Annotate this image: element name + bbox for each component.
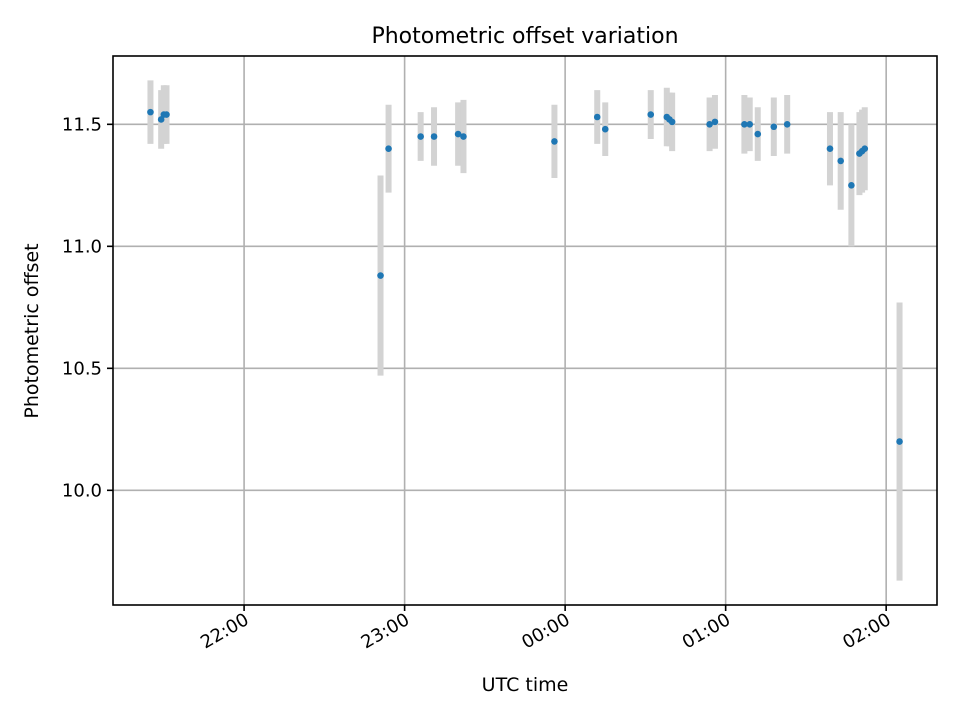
data-point bbox=[706, 121, 713, 128]
y-tick-label: 10.0 bbox=[62, 480, 102, 501]
data-point bbox=[837, 157, 844, 165]
data-point bbox=[741, 121, 748, 128]
data-point bbox=[593, 113, 601, 121]
data-point bbox=[601, 125, 609, 133]
x-axis-label: UTC time bbox=[482, 674, 569, 696]
data-point bbox=[711, 118, 719, 126]
data-point bbox=[454, 130, 462, 138]
data-point bbox=[746, 121, 754, 128]
data-point bbox=[826, 145, 834, 153]
y-tick-label: 11.0 bbox=[62, 236, 102, 257]
point-series bbox=[147, 108, 903, 445]
data-point bbox=[896, 438, 903, 445]
data-point bbox=[147, 108, 154, 116]
chart-title: Photometric offset variation bbox=[371, 24, 678, 49]
data-point bbox=[460, 133, 467, 140]
data-point bbox=[647, 111, 655, 118]
y-axis-label: Photometric offset bbox=[21, 243, 43, 418]
data-point bbox=[848, 182, 855, 189]
y-axis-ticks: 10.0 10.5 11.0 11.5 bbox=[62, 114, 113, 501]
data-point bbox=[430, 133, 438, 140]
data-point bbox=[783, 121, 791, 128]
data-point bbox=[861, 145, 869, 153]
y-tick-label: 11.5 bbox=[62, 114, 102, 135]
data-point bbox=[157, 116, 165, 123]
data-point bbox=[754, 130, 762, 138]
data-point bbox=[385, 145, 392, 153]
data-point bbox=[668, 118, 676, 126]
data-point bbox=[163, 111, 170, 118]
grid-lines bbox=[113, 56, 937, 605]
plot-area-frame bbox=[112, 55, 938, 606]
data-point bbox=[551, 138, 558, 145]
y-tick-label: 10.5 bbox=[62, 358, 102, 379]
data-point bbox=[770, 123, 778, 131]
data-point bbox=[417, 133, 424, 140]
data-point bbox=[377, 272, 384, 279]
